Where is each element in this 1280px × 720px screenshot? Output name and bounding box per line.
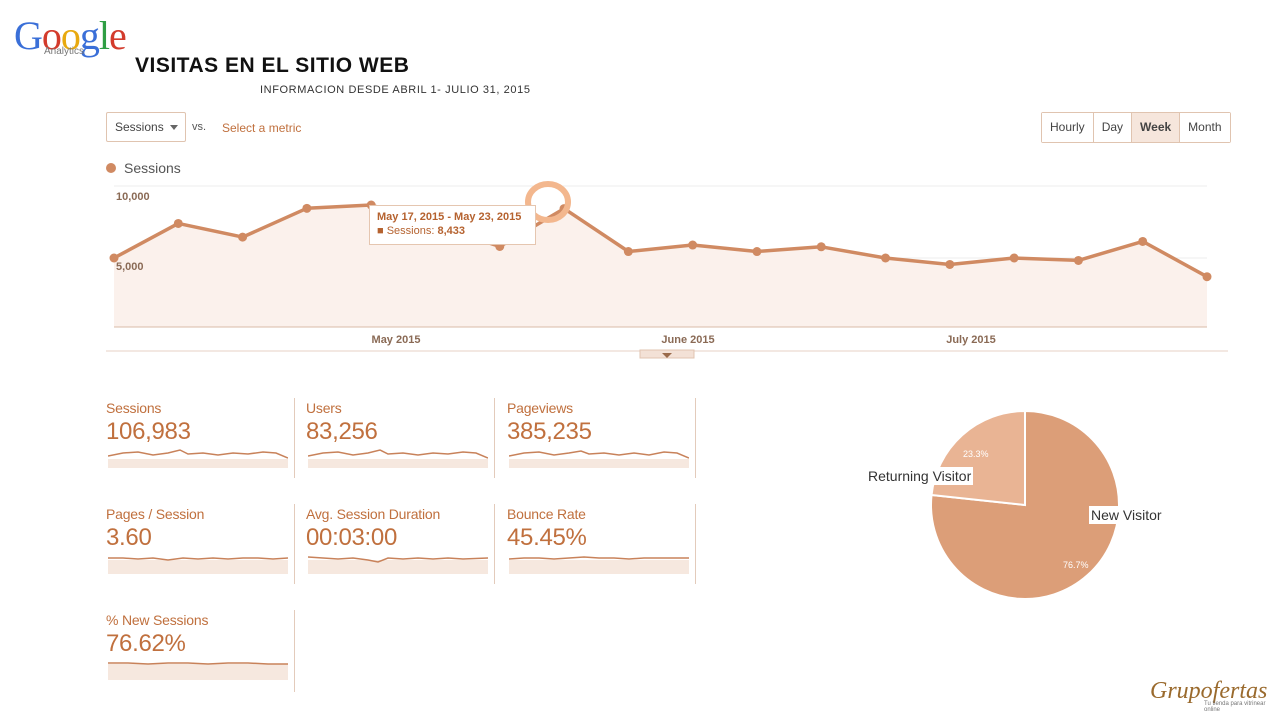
data-point[interactable] — [688, 240, 698, 250]
page-title: VISITAS EN EL SITIO WEB — [135, 54, 410, 77]
metric-label: % New Sessions — [106, 612, 209, 628]
legend-label: Sessions — [124, 160, 181, 176]
metric-tile-bounce-rate[interactable]: Bounce Rate 45.45% — [507, 506, 697, 586]
metric-sparkline — [308, 556, 488, 574]
metric-sparkline — [108, 449, 288, 468]
pie-slice-new-visitor[interactable] — [930, 409, 1120, 600]
granularity-week-button[interactable]: Week — [1132, 113, 1181, 142]
metric-label: Avg. Session Duration — [306, 506, 441, 522]
granularity-month-button[interactable]: Month — [1180, 113, 1230, 142]
x-tick-label: June 2015 — [661, 334, 714, 346]
metric-value: 76.62% — [106, 630, 186, 657]
data-point[interactable] — [1138, 236, 1148, 246]
data-point[interactable] — [109, 253, 119, 263]
metric-value: 3.60 — [106, 524, 152, 551]
metric-sparkline — [108, 662, 288, 680]
metric-value: 106,983 — [106, 418, 191, 445]
metric-label: Pageviews — [507, 400, 573, 416]
select-metric-link[interactable]: Select a metric — [222, 121, 302, 135]
google-analytics-logo: Google Analytics — [14, 13, 127, 62]
metric-value: 83,256 — [306, 418, 378, 445]
metric-tile-avg-session-duration[interactable]: Avg. Session Duration 00:03:00 — [306, 506, 496, 586]
logo-subtext: Analytics — [44, 46, 85, 57]
y-tick-label: 5,000 — [116, 261, 144, 273]
x-tick-label: May 2015 — [372, 334, 421, 346]
metric-sparkline — [108, 557, 288, 574]
granularity-hourly-button[interactable]: Hourly — [1042, 113, 1094, 142]
pie-pct-new: 76.7% — [1063, 560, 1089, 570]
tile-divider — [695, 398, 696, 478]
metric-label: Sessions — [106, 400, 162, 416]
tooltip-date: May 17, 2015 - May 23, 2015 — [377, 211, 522, 223]
data-point[interactable] — [816, 242, 826, 252]
metric-sparkline — [308, 449, 488, 468]
sessions-line — [113, 203, 1208, 279]
granularity-day-button[interactable]: Day — [1093, 113, 1133, 142]
tile-divider — [695, 504, 696, 584]
tooltip-value-row: ■ Sessions: 8,433 — [377, 225, 528, 237]
visitor-pie-chart — [930, 409, 1120, 600]
chart-legend: Sessions — [106, 160, 181, 176]
metric-value: 385,235 — [507, 418, 592, 445]
tile-divider — [494, 398, 495, 478]
tile-divider — [294, 504, 295, 584]
data-point[interactable] — [623, 247, 633, 257]
brand-tagline: Tu tienda para vitrinear online — [1204, 701, 1266, 713]
sessions-area — [114, 205, 1207, 327]
grupofertas-logo: Grupofertas Tu tienda para vitrinear onl… — [1150, 678, 1280, 713]
page-subtitle: INFORMACION DESDE ABRIL 1- JULIO 31, 201… — [260, 84, 531, 96]
data-point[interactable] — [173, 218, 183, 228]
metric-tile-new-sessions[interactable]: % New Sessions 76.62% — [106, 612, 296, 692]
tooltip-series: Sessions: — [386, 225, 435, 237]
metric-label: Bounce Rate — [507, 506, 586, 522]
metric-value: 45.45% — [507, 524, 587, 551]
metric-tile-pages-per-session[interactable]: Pages / Session 3.60 — [106, 506, 296, 586]
collapse-caret-icon — [662, 353, 672, 358]
chart-tooltip: May 17, 2015 - May 23, 2015 ■ Sessions: … — [369, 205, 536, 245]
highlight-circle — [525, 181, 571, 223]
data-point[interactable] — [302, 203, 312, 213]
x-tick-label: July 2015 — [946, 334, 996, 346]
data-point[interactable] — [945, 259, 955, 269]
logo-text: Google — [14, 13, 127, 58]
metric-label: Pages / Session — [106, 506, 205, 522]
y-tick-label: 10,000 — [116, 191, 150, 203]
data-point[interactable] — [238, 232, 248, 242]
metric-label: Users — [306, 400, 342, 416]
metric-tile-pageviews[interactable]: Pageviews 385,235 — [507, 400, 697, 480]
sessions-line-chart: 10,000 5,000 May 2015 June 2015 July 201… — [106, 181, 1228, 359]
data-point[interactable] — [881, 253, 891, 263]
metric-sparkline — [509, 450, 689, 468]
metric-dropdown-label: Sessions — [115, 120, 164, 134]
metric-sparkline — [509, 556, 689, 574]
tile-divider — [294, 610, 295, 692]
tooltip-value: 8,433 — [437, 225, 466, 237]
pie-label-returning: Returning Visitor — [866, 467, 974, 485]
data-point[interactable] — [1202, 272, 1212, 282]
pie-label-new: New Visitor — [1089, 506, 1164, 524]
metric-tile-users[interactable]: Users 83,256 — [306, 400, 496, 480]
metric-tile-sessions[interactable]: Sessions 106,983 — [106, 400, 296, 480]
tooltip-bullet-icon: ■ — [377, 225, 384, 237]
caret-down-icon — [170, 125, 178, 130]
data-point[interactable] — [752, 247, 762, 257]
pie-pct-returning: 23.3% — [963, 449, 989, 459]
tile-divider — [494, 504, 495, 584]
legend-dot-icon — [106, 163, 116, 173]
metric-value: 00:03:00 — [306, 524, 398, 551]
vs-label: vs. — [192, 121, 207, 133]
tile-divider — [294, 398, 295, 478]
granularity-toggle: Hourly Day Week Month — [1041, 112, 1231, 143]
data-point[interactable] — [1009, 253, 1019, 263]
data-point[interactable] — [1073, 255, 1083, 265]
brand-name: Grupofertas — [1150, 678, 1268, 704]
metric-dropdown[interactable]: Sessions — [106, 112, 186, 142]
